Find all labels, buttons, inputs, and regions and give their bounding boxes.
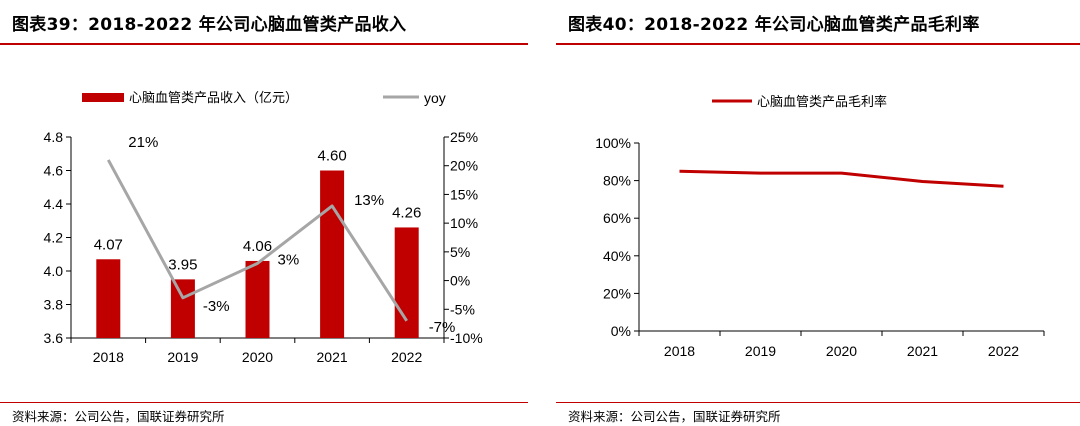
bar-revenue bbox=[245, 260, 270, 338]
y-tick-label-left: 3.6 bbox=[44, 330, 64, 346]
source-note: 资料来源：公司公告，国联证券研究所 bbox=[12, 409, 225, 424]
yoy-line bbox=[106, 159, 408, 322]
y-tick-label-right: 15% bbox=[450, 186, 478, 202]
bar-data-label: 4.06 bbox=[243, 238, 272, 255]
y-tick-label-right: -5% bbox=[450, 301, 475, 317]
x-tick-label: 2022 bbox=[391, 349, 422, 365]
y-tick-label-left: 4.0 bbox=[44, 263, 64, 279]
x-tick-label: 2018 bbox=[93, 349, 124, 365]
y-tick-label-right: 0% bbox=[450, 273, 470, 289]
revenue-chart-panel: 图表39：2018-2022 年公司心脑血管类产品收入 心脑血管类产品收入（亿元… bbox=[0, 0, 528, 426]
source-rule bbox=[0, 402, 528, 403]
chart-title: 图表39：2018-2022 年公司心脑血管类产品收入 bbox=[12, 15, 407, 35]
y-tick-label: 80% bbox=[603, 173, 631, 189]
bar-data-label: 4.26 bbox=[392, 204, 421, 221]
yoy-data-label: -3% bbox=[203, 298, 230, 315]
y-tick-label-right: -10% bbox=[450, 330, 483, 346]
y-tick-label: 60% bbox=[603, 210, 631, 226]
y-tick-label: 20% bbox=[603, 285, 631, 301]
x-tick-label: 2018 bbox=[664, 343, 695, 359]
x-tick-label: 2022 bbox=[988, 343, 1019, 359]
y-tick-label-left: 4.8 bbox=[44, 129, 64, 145]
legend-swatch-revenue bbox=[82, 93, 124, 102]
y-tick-label: 100% bbox=[595, 135, 631, 151]
x-tick-label: 2019 bbox=[167, 349, 198, 365]
y-tick-label-left: 3.8 bbox=[44, 297, 64, 313]
legend-label-revenue: 心脑血管类产品收入（亿元） bbox=[129, 90, 298, 105]
chart-title: 图表40：2018-2022 年公司心脑血管类产品毛利率 bbox=[568, 15, 980, 35]
revenue-chart: 心脑血管类产品收入（亿元） yoy 3.6 3.8 4.0 4.2 4.4 4.6 4.8 -10… bbox=[44, 90, 483, 365]
bar-revenue bbox=[170, 279, 195, 338]
bar-data-label: 3.95 bbox=[168, 256, 197, 273]
y-tick-label: 0% bbox=[611, 323, 631, 339]
y-tick-label: 40% bbox=[603, 248, 631, 264]
bar-revenue bbox=[96, 259, 121, 338]
title-rule bbox=[0, 43, 528, 45]
yoy-data-label: -7% bbox=[429, 319, 456, 336]
y-tick-label-right: 10% bbox=[450, 215, 478, 231]
margin-chart-panel: 图表40：2018-2022 年公司心脑血管类产品毛利率 心脑血管类产品毛利率 0… bbox=[556, 0, 1080, 426]
x-tick-label: 2020 bbox=[242, 349, 273, 365]
bar-data-label: 4.60 bbox=[317, 148, 346, 165]
y-tick-label-left: 4.2 bbox=[44, 230, 64, 246]
x-tick-label: 2020 bbox=[826, 343, 857, 359]
margin-line bbox=[679, 169, 1004, 188]
legend-label-margin: 心脑血管类产品毛利率 bbox=[757, 94, 887, 109]
yoy-data-label: 3% bbox=[278, 251, 300, 268]
yoy-data-label: 21% bbox=[128, 134, 158, 151]
x-tick-label: 2021 bbox=[317, 349, 348, 365]
y-tick-label-right: 25% bbox=[450, 129, 478, 145]
y-tick-label-left: 4.4 bbox=[44, 196, 64, 212]
title-rule bbox=[556, 43, 1080, 45]
x-tick-label: 2021 bbox=[907, 343, 938, 359]
yoy-data-label: 13% bbox=[354, 192, 384, 209]
bar-data-label: 4.07 bbox=[94, 236, 123, 253]
y-tick-label-right: 20% bbox=[450, 158, 478, 174]
source-rule bbox=[556, 402, 1080, 403]
bar-revenue bbox=[394, 227, 419, 338]
source-note: 资料来源：公司公告，国联证券研究所 bbox=[568, 409, 781, 424]
margin-chart: 心脑血管类产品毛利率 0% 20% 40% 60% 80% 100% 2018 2019 2020… bbox=[595, 94, 1045, 359]
y-tick-label-left: 4.6 bbox=[44, 163, 64, 179]
bar-revenue bbox=[320, 170, 345, 338]
y-tick-label-right: 5% bbox=[450, 244, 470, 260]
legend-label-yoy: yoy bbox=[424, 90, 446, 106]
x-tick-label: 2019 bbox=[745, 343, 776, 359]
